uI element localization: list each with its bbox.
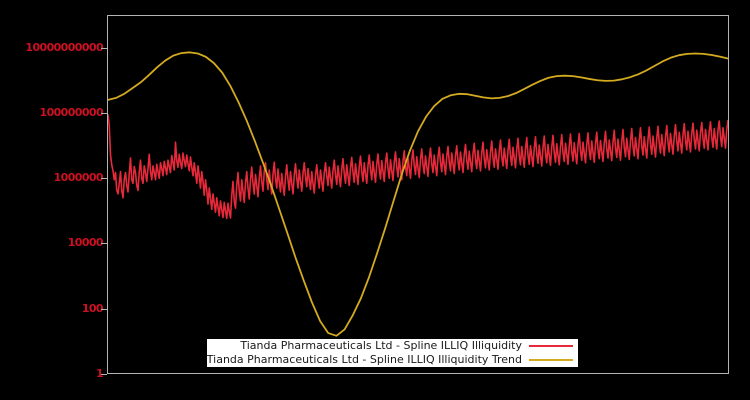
y-axis-tick-label: 1000000	[53, 171, 104, 185]
legend-label-illiquidity: Tianda Pharmaceuticals Ltd - Spline ILLI…	[240, 339, 522, 352]
y-axis-tick-labels: 10000000000 100000000 1000000 10000 100 1	[0, 0, 107, 400]
chart-legend: Tianda Pharmaceuticals Ltd - Spline ILLI…	[207, 339, 578, 367]
series-line-illiquidity	[108, 114, 728, 220]
legend-swatch-line-1	[529, 359, 573, 361]
plot-area	[107, 15, 729, 374]
y-axis-tick-label: 10000000000	[25, 40, 103, 54]
legend-label-illiquidity-trend: Tianda Pharmaceuticals Ltd - Spline ILLI…	[206, 353, 522, 366]
y-axis-tick-mark	[101, 178, 107, 180]
y-axis-tick-label: 1	[95, 367, 104, 380]
legend-entry-illiquidity[interactable]: Tianda Pharmaceuticals Ltd - Spline ILLI…	[207, 339, 578, 353]
legend-line-icon-illiquidity-trend	[529, 353, 573, 367]
legend-entry-illiquidity-trend[interactable]: Tianda Pharmaceuticals Ltd - Spline ILLI…	[207, 353, 578, 367]
y-axis-tick-mark	[101, 374, 107, 375]
legend-swatch-line-0	[529, 345, 573, 347]
y-axis-tick-mark	[101, 112, 107, 114]
y-axis-tick-mark	[101, 308, 107, 310]
y-axis-tick-label: 100	[81, 301, 104, 315]
series-line-illiquidity-trend	[108, 51, 728, 337]
y-axis-tick-label: 100000000	[39, 105, 104, 119]
plot-svg	[108, 51, 728, 337]
legend-line-icon-illiquidity	[529, 339, 573, 353]
y-axis-tick-mark	[101, 243, 107, 245]
y-axis-tick-label: 10000	[67, 236, 104, 250]
y-axis-tick-mark	[101, 47, 107, 49]
